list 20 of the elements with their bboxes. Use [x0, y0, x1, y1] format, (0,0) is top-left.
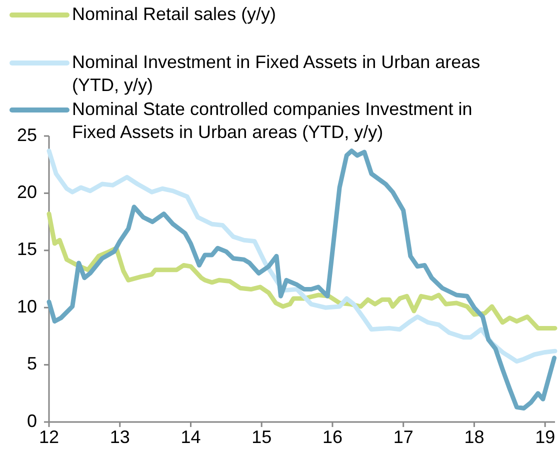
y-tick-label: 20	[16, 182, 37, 202]
y-tick-label: 15	[16, 239, 37, 260]
x-tick-label: 13	[110, 426, 130, 447]
legend-label: Nominal Retail sales (y/y)	[72, 4, 276, 24]
x-tick-label: 18	[464, 426, 484, 447]
line-series	[46, 148, 557, 411]
line-series	[46, 212, 558, 330]
x-tick-label: 16	[322, 426, 342, 447]
legend-label: Nominal State controlled companies Investment in Fixed Assets in Urban areas (YTD, y/y)	[72, 98, 472, 142]
y-tick-label: 25	[16, 124, 37, 145]
x-tick-label: 15	[252, 426, 272, 447]
x-tick-label: 19	[535, 426, 556, 447]
x-tick-label: 17	[393, 426, 414, 447]
x-tick-label: 12	[38, 426, 60, 447]
y-tick-label: 5	[26, 354, 37, 374]
legend-label: Nominal Investment in Fixed Assets in Urban areas (YTD, y/y)	[72, 52, 480, 95]
y-tick-label: 0	[26, 410, 37, 431]
line-series	[46, 148, 558, 364]
y-tick-label: 10	[16, 296, 37, 316]
x-tick-label: 14	[180, 426, 201, 447]
